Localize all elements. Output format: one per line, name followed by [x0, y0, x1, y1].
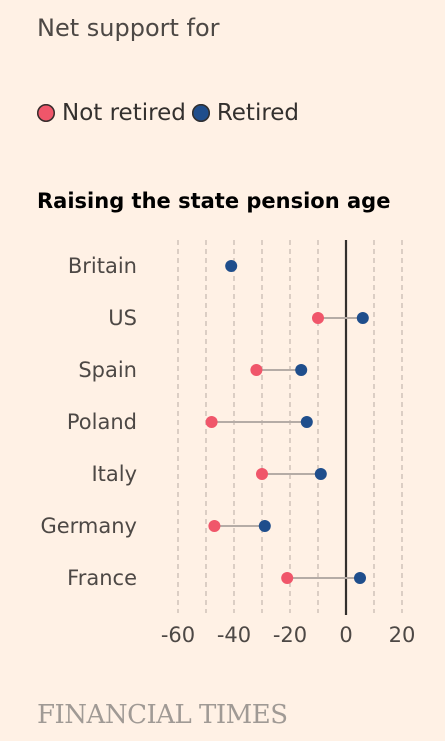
- x-tick-label: -40: [217, 623, 251, 647]
- dot-retired: [356, 312, 369, 324]
- dot-retired: [295, 364, 308, 376]
- legend-item-retired: Retired: [191, 100, 300, 126]
- legend-item-not-retired: Not retired: [37, 100, 186, 126]
- dot-not-retired: [256, 468, 268, 480]
- legend-swatch-not-retired: [37, 104, 55, 122]
- category-label: Britain: [68, 254, 137, 278]
- category-label: France: [67, 566, 137, 590]
- ft-logo: FINANCIAL TIMES: [37, 700, 288, 730]
- legend: Not retired Retired: [37, 100, 301, 126]
- legend-label-retired: Retired: [216, 100, 300, 126]
- category-label: Germany: [40, 514, 137, 538]
- legend-swatch-retired: [191, 104, 210, 122]
- category-label: Spain: [78, 358, 137, 382]
- dot-retired: [258, 520, 271, 532]
- dot-not-retired: [281, 572, 294, 584]
- legend-label-not-retired: Not retired: [62, 100, 186, 126]
- x-tick-label: -20: [273, 623, 307, 647]
- x-tick-label: -60: [161, 623, 195, 647]
- dot-not-retired: [312, 312, 324, 324]
- dot-retired: [314, 468, 327, 480]
- dot-retired: [225, 260, 238, 272]
- x-tick-label: 0: [339, 623, 352, 647]
- category-label: Poland: [67, 410, 137, 434]
- dot-not-retired: [205, 416, 218, 428]
- category-label: Italy: [91, 462, 137, 486]
- dot-not-retired: [250, 364, 263, 376]
- chart-title: Raising the state pension age: [37, 189, 391, 213]
- dot-retired: [300, 416, 313, 428]
- category-label: US: [108, 306, 137, 330]
- chart-subtitle: Net support for: [37, 14, 220, 42]
- dot-not-retired: [208, 520, 221, 532]
- x-tick-label: 20: [389, 623, 416, 647]
- dot-retired: [354, 572, 366, 584]
